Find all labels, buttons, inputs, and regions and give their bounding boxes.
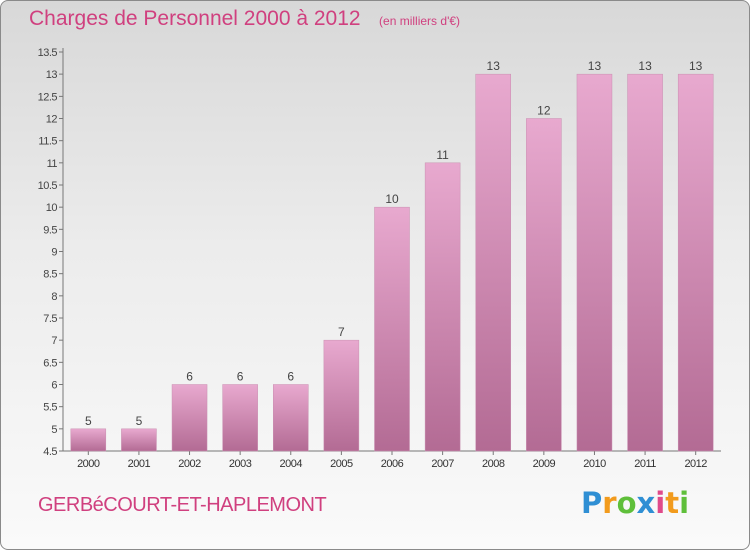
bar-2001 bbox=[121, 428, 157, 452]
value-label-2003: 6 bbox=[237, 370, 244, 384]
x-tick-label-2010: 2010 bbox=[583, 458, 606, 470]
x-tick-label-2006: 2006 bbox=[381, 458, 404, 470]
x-tick-label-2012: 2012 bbox=[684, 458, 707, 470]
commune-name: GERBéCOURT-ET-HAPLEMONT bbox=[38, 494, 327, 516]
logo-letter: P bbox=[581, 486, 603, 520]
bar-2011 bbox=[627, 73, 663, 452]
y-tick-label: 11.5 bbox=[38, 136, 57, 148]
value-label-2005: 7 bbox=[338, 325, 345, 339]
bar-2010 bbox=[576, 73, 613, 452]
bar-2004 bbox=[273, 384, 309, 452]
value-label-2009: 12 bbox=[537, 104, 551, 118]
bar-2005 bbox=[323, 339, 360, 452]
x-tick-label-2000: 2000 bbox=[77, 458, 100, 470]
chart-title: Charges de Personnel 2000 à 2012 bbox=[29, 7, 361, 30]
y-tick-label: 8 bbox=[51, 291, 57, 303]
x-tick-label-2005: 2005 bbox=[330, 458, 353, 470]
logo-letter: r bbox=[602, 486, 617, 520]
y-tick-label: 8.5 bbox=[43, 269, 57, 281]
bar-2009 bbox=[526, 118, 562, 452]
bar-2012 bbox=[677, 73, 714, 452]
y-tick-label: 5 bbox=[51, 424, 57, 436]
y-tick-label: 6.5 bbox=[43, 357, 57, 369]
value-label-2008: 13 bbox=[487, 59, 501, 73]
value-label-2001: 5 bbox=[136, 414, 143, 428]
y-tick-label: 10.5 bbox=[38, 180, 58, 192]
logo-letter: i bbox=[679, 486, 690, 520]
logo-letter: t bbox=[665, 486, 680, 520]
y-tick-label: 7.5 bbox=[43, 313, 57, 325]
y-tick-label: 7 bbox=[51, 335, 57, 347]
bar-2007 bbox=[424, 162, 461, 452]
value-label-2011: 13 bbox=[638, 59, 652, 73]
value-label-2007: 11 bbox=[436, 148, 449, 162]
logo-letter: x bbox=[636, 486, 656, 520]
y-tick-label: 13.5 bbox=[38, 47, 58, 59]
value-label-2004: 6 bbox=[287, 370, 294, 384]
x-tick-label-2002: 2002 bbox=[178, 458, 201, 470]
bar-2002 bbox=[171, 384, 208, 452]
x-tick-label-2003: 2003 bbox=[229, 458, 252, 470]
value-label-2012: 13 bbox=[689, 59, 703, 73]
bar-2003 bbox=[222, 384, 258, 452]
y-tick-label: 6 bbox=[51, 380, 57, 392]
proxiti-logo[interactable]: Proxiti bbox=[581, 486, 689, 520]
y-tick-label: 10 bbox=[46, 202, 58, 214]
y-tick-label: 12.5 bbox=[38, 91, 58, 103]
bar-2000 bbox=[70, 428, 107, 452]
x-tick-label-2011: 2011 bbox=[634, 458, 656, 470]
y-tick-label: 4.5 bbox=[43, 446, 57, 458]
x-tick-label-2009: 2009 bbox=[533, 458, 556, 470]
x-tick-label-2008: 2008 bbox=[482, 458, 505, 470]
y-tick-label: 9.5 bbox=[43, 224, 57, 236]
x-tick-label-2007: 2007 bbox=[431, 458, 454, 470]
value-label-2010: 13 bbox=[588, 59, 602, 73]
bar-2008 bbox=[475, 73, 511, 452]
value-label-2006: 10 bbox=[385, 192, 399, 206]
logo-letter: o bbox=[616, 486, 637, 520]
y-tick-label: 13 bbox=[46, 69, 58, 81]
y-tick-label: 12 bbox=[46, 114, 58, 126]
title-row: Charges de Personnel 2000 à 2012 (en mil… bbox=[29, 7, 460, 31]
logo-letter: i bbox=[655, 486, 666, 520]
bar-2006 bbox=[374, 206, 410, 452]
value-label-2002: 6 bbox=[186, 370, 193, 384]
y-tick-label: 9 bbox=[51, 247, 57, 259]
chart-subtitle: (en milliers d'€) bbox=[379, 14, 461, 28]
x-tick-label-2001: 2001 bbox=[128, 458, 151, 470]
x-tick-label-2004: 2004 bbox=[280, 458, 303, 470]
value-label-2000: 5 bbox=[85, 414, 92, 428]
y-tick-label: 11 bbox=[47, 158, 58, 170]
y-tick-label: 5.5 bbox=[43, 402, 57, 414]
